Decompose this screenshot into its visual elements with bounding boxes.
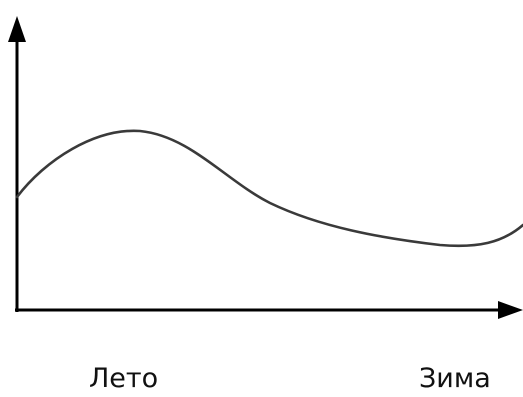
x-axis-arrow-icon: [498, 301, 523, 319]
trend-curve: [15, 129, 523, 248]
y-axis-arrow-icon: [8, 16, 26, 42]
winter-label: Зима: [419, 363, 491, 394]
summer-label: Лето: [89, 363, 158, 394]
